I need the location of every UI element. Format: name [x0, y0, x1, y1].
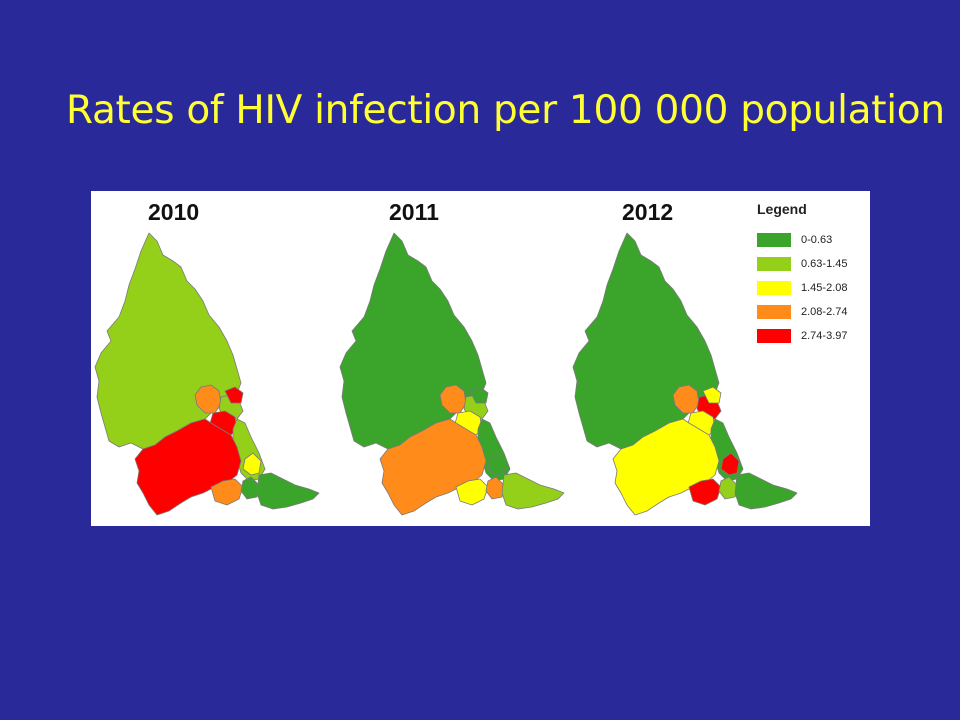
- map-region-se-small-b: [688, 478, 722, 506]
- map-region-se-small-a: [487, 452, 507, 476]
- legend-swatch: [757, 257, 791, 271]
- map-panel-2011: [339, 232, 565, 516]
- map-region-mid-upper: [224, 386, 244, 404]
- map-year-2011: 2011: [389, 199, 439, 225]
- legend-item: 2.08-2.74: [757, 305, 867, 319]
- map-panel-2012: [572, 232, 798, 516]
- map-region-se-coast: [734, 472, 798, 510]
- legend-item: 2.74-3.97: [757, 329, 867, 343]
- choropleth-maps: [94, 232, 798, 516]
- map-region-se-small-a: [720, 452, 740, 476]
- legend-label: 1.45-2.08: [801, 282, 848, 294]
- map-year-2012: 2012: [622, 199, 674, 225]
- legend-item: 1.45-2.08: [757, 281, 867, 295]
- map-region-mid-upper: [469, 386, 489, 404]
- map-region-se-small-b: [210, 478, 244, 506]
- map-panel-2010: [94, 232, 320, 516]
- legend-item: 0.63-1.45: [757, 257, 867, 271]
- map-region-se-small-b: [455, 478, 489, 506]
- map-legend: Legend 0-0.63 0.63-1.45 1.45-2.08 2.08-2…: [757, 201, 867, 353]
- legend-swatch: [757, 305, 791, 319]
- map-year-2010: 2010: [148, 199, 200, 225]
- legend-item: 0-0.63: [757, 233, 867, 247]
- legend-label: 2.74-3.97: [801, 330, 848, 342]
- map-region-se-small-c: [240, 476, 260, 500]
- legend-swatch: [757, 233, 791, 247]
- map-region-se-small-c: [718, 476, 738, 500]
- legend-swatch: [757, 281, 791, 295]
- legend-title: Legend: [757, 201, 807, 217]
- choropleth-figure: 2010 2011 2012 Legend 0-0.63 0.63-1.45 1…: [91, 191, 870, 526]
- map-region-mid-upper: [702, 386, 722, 404]
- map-region-se-coast: [256, 472, 320, 510]
- map-region-se-small-a: [242, 452, 262, 476]
- slide-title: Rates of HIV infection per 100 000 popul…: [66, 88, 945, 133]
- legend-label: 0-0.63: [801, 234, 833, 246]
- map-region-se-small-c: [485, 476, 505, 500]
- map-region-se-coast: [501, 472, 565, 510]
- legend-swatch: [757, 329, 791, 343]
- legend-label: 0.63-1.45: [801, 258, 848, 270]
- legend-label: 2.08-2.74: [801, 306, 848, 318]
